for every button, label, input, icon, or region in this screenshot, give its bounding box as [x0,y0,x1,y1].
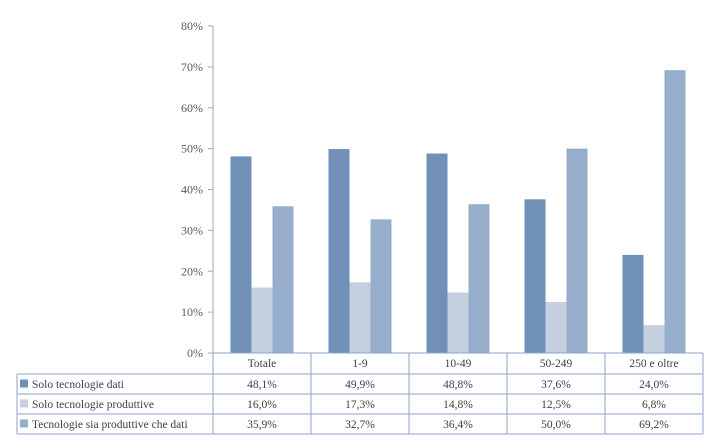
bar [622,254,644,353]
legend-key [20,419,28,428]
data-label: 37,6% [541,379,571,391]
bar [524,199,546,353]
bar [664,70,686,354]
x-tick-label: 10-49 [445,358,472,370]
bar [468,204,490,353]
y-tick-label: 40% [181,183,203,197]
bar [370,219,392,353]
data-label: 32,7% [345,419,375,431]
data-label: 50,0% [541,419,571,431]
bar [251,287,273,353]
data-label: 6,8% [642,399,666,411]
x-tick-label: 50-249 [540,358,573,370]
bar [566,148,588,353]
y-tick-label: 0% [187,346,203,360]
data-label: 14,8% [443,399,473,411]
bar [272,206,294,353]
legend-key [20,379,28,388]
data-label: 49,9% [345,379,375,391]
bar [328,149,350,353]
data-label: 17,3% [345,399,375,411]
bar [426,153,448,353]
bar [447,292,469,353]
y-tick-label: 50% [181,142,203,156]
y-tick-label: 70% [181,60,203,74]
bar [545,301,567,353]
y-tick-label: 30% [181,223,203,237]
y-tick-label: 60% [181,101,203,115]
data-label: 48,8% [443,379,473,391]
y-axis: 0% 10% 20% 30% 40% 50% 60% 70% 80% [181,19,214,360]
x-tick-label: 1-9 [352,358,368,370]
legend-label: Solo tecnologie produttive [32,399,154,411]
bars [230,70,686,354]
data-label: 36,4% [443,419,473,431]
x-tick-label: Totale [248,358,277,370]
data-table: Totale 1-9 10-49 50-249 250 e oltre Solo tecn… [16,352,704,435]
x-tick-label: 250 e oltre [629,358,678,370]
legend-key [20,399,28,408]
bar [349,282,371,353]
data-label: 16,0% [247,399,277,411]
y-tick-label: 10% [181,305,203,319]
bar [230,156,252,353]
data-label: 12,5% [541,399,571,411]
data-label: 24,0% [639,379,669,391]
data-label: 35,9% [247,419,277,431]
data-label: 48,1% [247,379,277,391]
y-tick-label: 20% [181,264,203,278]
data-label: 69,2% [639,419,669,431]
bar [643,325,665,353]
y-tick-label: 80% [181,19,203,33]
legend-label: Solo tecnologie dati [32,379,124,391]
legend-label: Tecnologie sia produttive che dati [32,419,188,431]
